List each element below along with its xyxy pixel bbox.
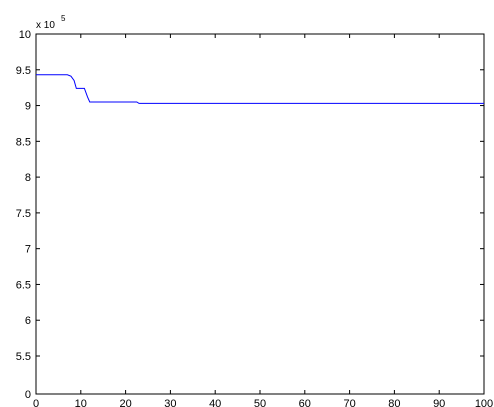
y-tick-label-6.5: 6.5 xyxy=(16,279,31,291)
x-tick-label-20: 20 xyxy=(119,398,131,407)
y-tick-label-8.5: 8.5 xyxy=(16,136,31,148)
y-tick-label-10: 10 xyxy=(19,29,31,41)
axis-ticks xyxy=(35,33,485,395)
y-tick-label-7.5: 7.5 xyxy=(16,208,31,220)
y-tick-label-7: 7 xyxy=(25,244,31,256)
y-exponent-power: 5 xyxy=(61,14,66,23)
y-tick-label-9: 9 xyxy=(25,101,31,113)
x-tick-label-0: 0 xyxy=(33,398,39,407)
x-tick-label-30: 30 xyxy=(164,398,176,407)
x-tick-label-40: 40 xyxy=(209,398,221,407)
plot-area-box xyxy=(35,33,485,395)
x-tick-label-60: 60 xyxy=(299,398,311,407)
y-tick-label-0: 0 xyxy=(25,389,31,401)
y-tick-label-5.5: 5.5 xyxy=(16,351,31,363)
axis-tick-labels: 0 10 20 30 40 50 60 70 80 90 100109.598.587.576.56… xyxy=(16,29,493,407)
y-tick-label-9.5: 9.5 xyxy=(16,65,31,77)
x-tick-label-50: 50 xyxy=(254,398,266,407)
y-exponent-label: x 10 5 xyxy=(36,14,66,31)
x-tick-label-80: 80 xyxy=(388,398,400,407)
y-tick-label-8: 8 xyxy=(25,172,31,184)
x-tick-label-70: 70 xyxy=(343,398,355,407)
series-layer xyxy=(36,74,484,104)
y-tick-label-6: 6 xyxy=(25,315,31,327)
series-line-0 xyxy=(36,74,484,104)
x-tick-label-90: 90 xyxy=(433,398,445,407)
x-tick-label-100: 100 xyxy=(475,398,493,407)
y-exponent-prefix: x 10 xyxy=(36,20,55,31)
x-tick-label-10: 10 xyxy=(75,398,87,407)
